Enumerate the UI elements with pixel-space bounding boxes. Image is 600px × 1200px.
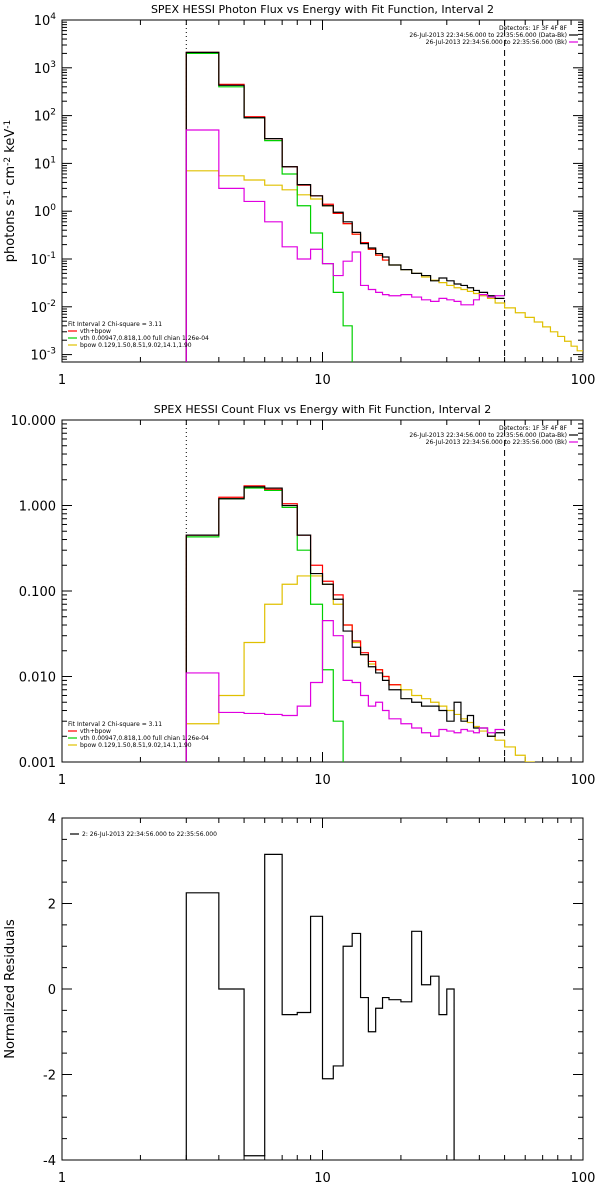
series-bk	[185, 620, 505, 762]
chart-panel-3: 1 10 100 -4 -2 0 2 4 Normalized Residuals 2: 26-J…	[3, 812, 595, 1186]
y-tick-label: -4	[43, 1154, 56, 1169]
series-data	[185, 853, 455, 1160]
legend-bottom-entry: vth+bpow	[80, 328, 111, 335]
y-tick-label: 0.001	[19, 756, 56, 771]
series-total	[185, 51, 389, 362]
y-tick-label: 2	[48, 898, 56, 913]
x-tick-label: 100	[571, 773, 596, 788]
y-tick-label: 0.100	[19, 585, 56, 600]
x-tick-label: 10	[314, 1171, 331, 1186]
series-vth	[185, 487, 344, 762]
legend-top-entry: 26-Jul-2013 22:34:56.000 to 22:35:56.000…	[426, 39, 567, 46]
series-data	[185, 51, 505, 362]
legend-left-entry: 2: 26-Jul-2013 22:34:56.000 to 22:35:56.…	[82, 831, 217, 838]
legend-bottom-entry: bpow 0.129,1.50,8.51,9.02,14.1,1.90	[80, 342, 192, 349]
legend-top-entry: Detectors: 1F 3F 4F 8F	[499, 25, 568, 32]
y-tick-label: 101	[34, 155, 56, 172]
chart-title: SPEX HESSI Count Flux vs Energy with Fit…	[154, 403, 491, 416]
y-tick-label: 10.000	[11, 414, 57, 429]
legend-top-entry: 26-Jul-2013 22:34:56.000 to 22:35:56.000…	[409, 432, 567, 439]
legend-bottom-entry: bpow 0.129,1.50,8.51,9.02,14.1,1.90	[80, 742, 192, 749]
y-tick-label: 0.010	[19, 671, 56, 686]
legend-top-entry: 26-Jul-2013 22:34:56.000 to 22:35:56.000…	[426, 439, 567, 446]
legend-top-entry: Detectors: 1F 3F 4F 8F	[499, 425, 568, 432]
y-tick-label: 0	[48, 983, 56, 998]
series-data	[185, 486, 505, 762]
x-tick-label: 1	[58, 373, 66, 388]
series-bpow	[185, 170, 583, 362]
legend-top-entry: 26-Jul-2013 22:34:56.000 to 22:35:56.000…	[409, 32, 567, 39]
x-tick-label: 1	[58, 1171, 66, 1186]
chart-panel-2: SPEX HESSI Count Flux vs Energy with Fit…	[11, 403, 596, 788]
x-tick-label: 10	[314, 773, 331, 788]
series-bpow	[185, 575, 535, 762]
legend-bottom-entry: vth 0.00947,0.818,1.00 full chian 1.26e-…	[80, 735, 209, 742]
y-tick-label: 4	[48, 812, 56, 827]
legend-bottom-entry: Fit Interval 2 Chi-square = 3.11	[68, 721, 162, 728]
x-tick-label: 100	[571, 1171, 596, 1186]
y-tick-label: -2	[43, 1069, 56, 1084]
legend-bottom-entry: vth 0.00947,0.818,1.00 full chian 1.26e-…	[80, 335, 209, 342]
chart-title: SPEX HESSI Photon Flux vs Energy with Fi…	[151, 3, 494, 16]
x-tick-label: 100	[571, 373, 596, 388]
y-tick-label: 103	[34, 60, 56, 77]
legend-bottom-entry: vth+bpow	[80, 728, 111, 735]
series-group	[185, 485, 535, 762]
series-vth	[185, 52, 353, 362]
y-axis-label: Normalized Residuals	[3, 919, 18, 1059]
y-tick-label: 10-2	[30, 299, 56, 316]
y-axis-label: photons s-1 cm-2 keV-1	[3, 120, 18, 262]
series-group	[185, 51, 583, 362]
y-tick-label: 1.000	[19, 500, 56, 515]
y-tick-label: 10-1	[30, 251, 56, 268]
chart-panel-1: SPEX HESSI Photon Flux vs Energy with Fi…	[3, 3, 595, 388]
x-tick-label: 1	[58, 773, 66, 788]
x-tick-label: 10	[314, 373, 331, 388]
y-tick-label: 100	[34, 203, 57, 220]
series-bk	[185, 129, 505, 362]
series-group	[185, 853, 455, 1160]
legend-bottom-entry: Fit Interval 2 Chi-square = 3.11	[68, 321, 162, 328]
y-tick-label: 10-3	[30, 347, 56, 364]
y-tick-label: 104	[34, 12, 57, 29]
y-tick-label: 102	[34, 108, 56, 125]
